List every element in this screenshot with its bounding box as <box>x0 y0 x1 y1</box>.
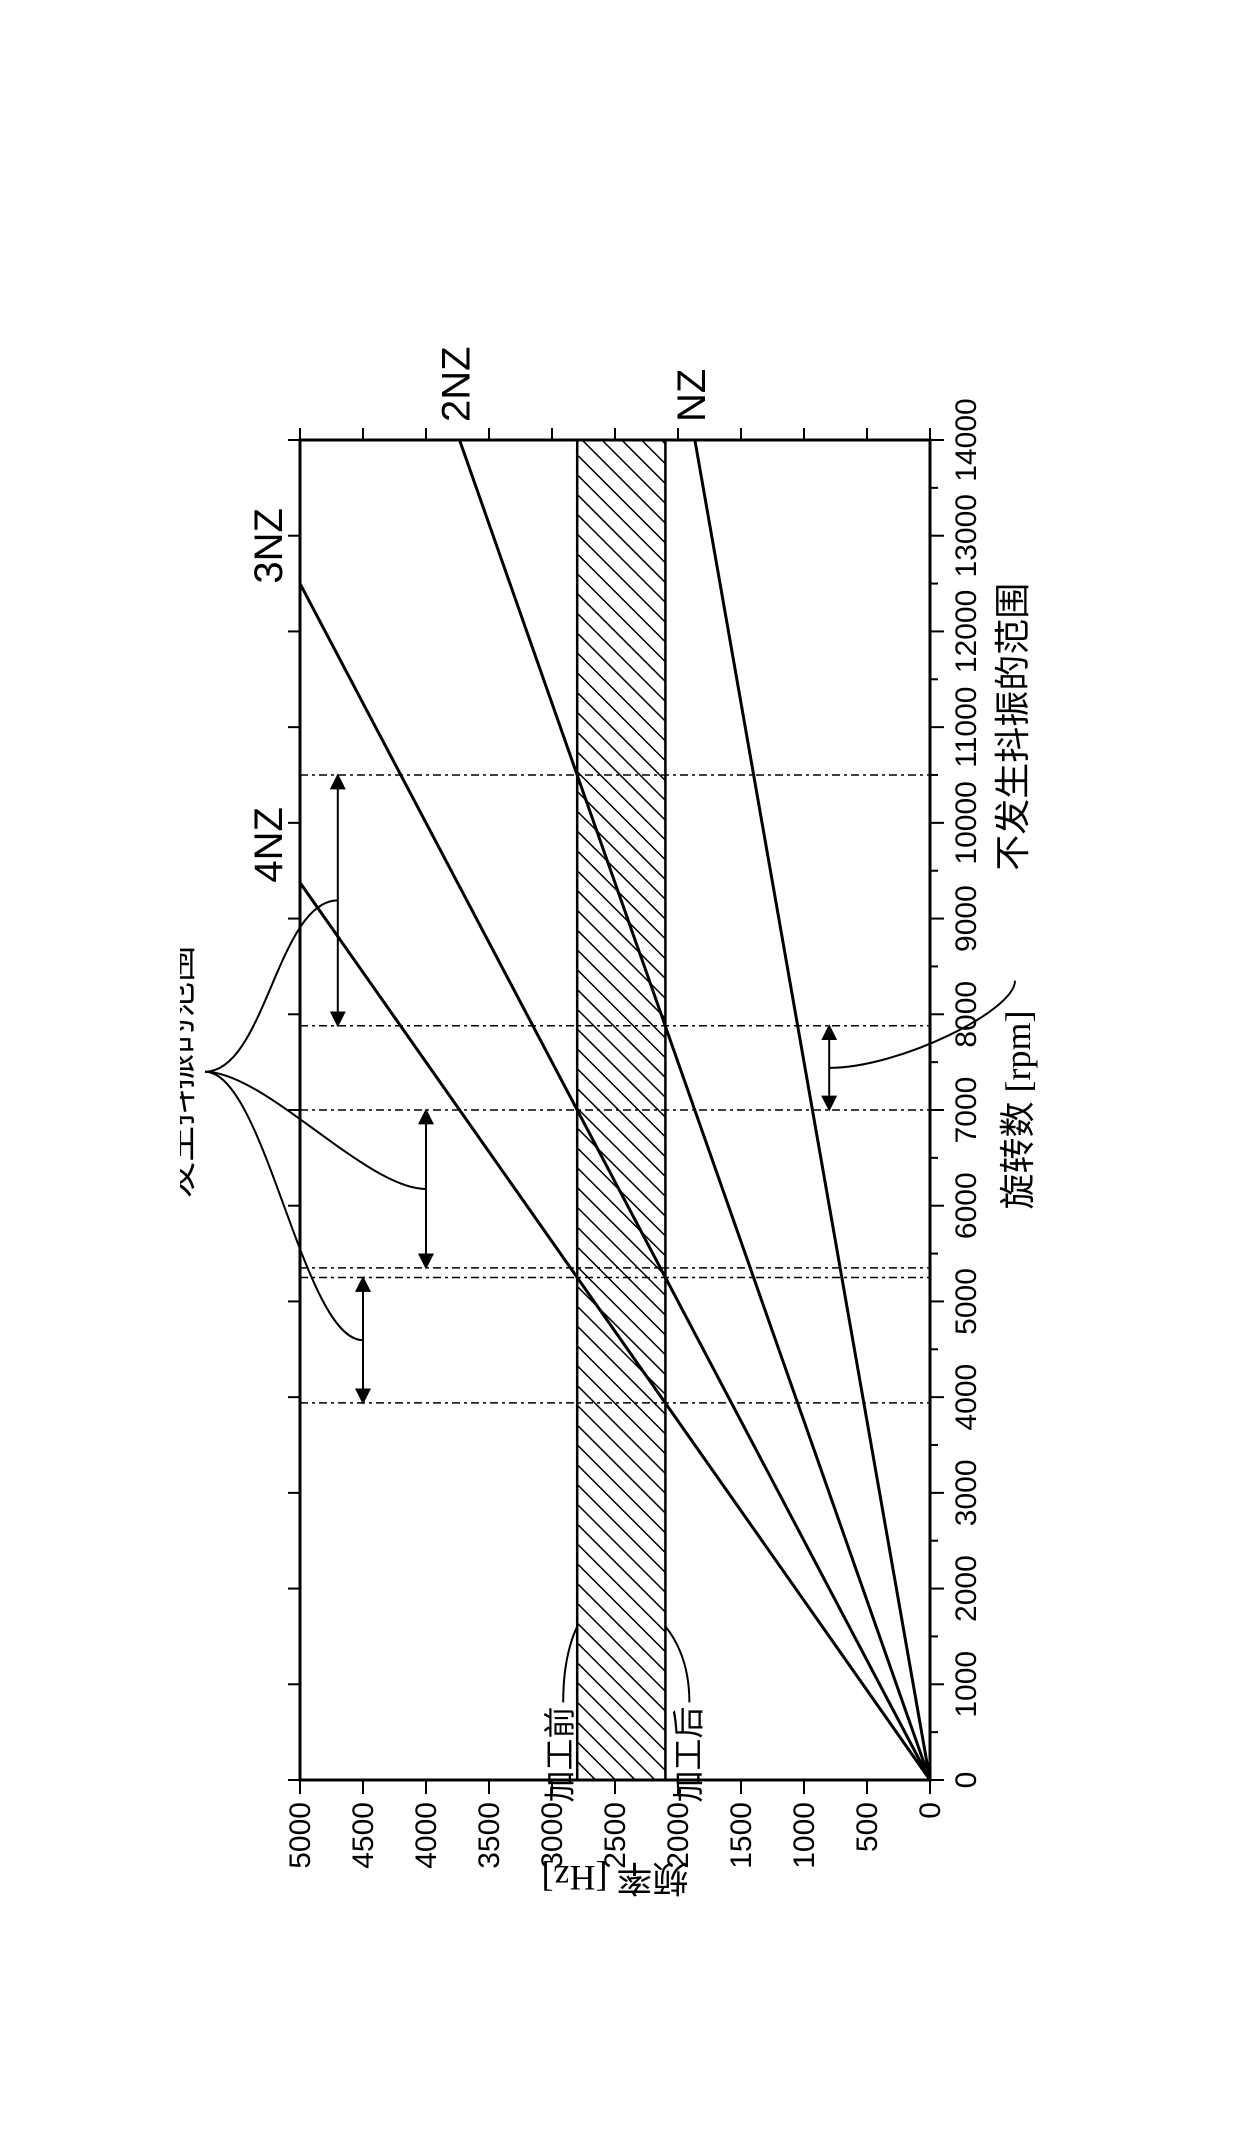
svg-text:3000: 3000 <box>950 1459 983 1526</box>
svg-text:7000: 7000 <box>950 1077 983 1144</box>
chart: 0100020003000400050006000700080009000100… <box>180 280 1040 1900</box>
svg-text:加工前: 加工前 <box>542 1706 578 1802</box>
svg-text:5000: 5000 <box>284 1802 317 1869</box>
svg-text:2000: 2000 <box>950 1555 983 1622</box>
svg-text:12000: 12000 <box>950 590 983 673</box>
svg-text:11000: 11000 <box>950 687 983 768</box>
svg-text:加工后: 加工后 <box>670 1706 706 1802</box>
svg-text:4500: 4500 <box>347 1802 380 1869</box>
svg-text:14000: 14000 <box>950 398 983 481</box>
svg-text:4000: 4000 <box>950 1364 983 1431</box>
svg-text:2NZ: 2NZ <box>435 346 479 422</box>
figure-container: 0100020003000400050006000700080009000100… <box>0 0 1256 2136</box>
svg-text:0: 0 <box>950 1772 983 1789</box>
svg-text:发生抖振的范围: 发生抖振的范围 <box>180 946 199 1198</box>
svg-text:9000: 9000 <box>950 885 983 952</box>
svg-text:3500: 3500 <box>473 1802 506 1869</box>
svg-text:8000: 8000 <box>950 981 983 1048</box>
svg-text:13000: 13000 <box>950 494 983 577</box>
svg-text:不发生抖振的范围: 不发生抖振的范围 <box>993 583 1033 871</box>
svg-text:6000: 6000 <box>950 1172 983 1239</box>
svg-text:10000: 10000 <box>950 781 983 864</box>
svg-text:500: 500 <box>851 1802 884 1852</box>
svg-text:3NZ: 3NZ <box>247 508 291 584</box>
svg-text:频率 [Hz]: 频率 [Hz] <box>542 1858 689 1898</box>
svg-text:4000: 4000 <box>410 1802 443 1869</box>
svg-text:0: 0 <box>914 1802 947 1819</box>
svg-text:4NZ: 4NZ <box>247 807 291 883</box>
svg-text:1500: 1500 <box>725 1802 758 1869</box>
svg-text:旋转数 [rpm]: 旋转数 [rpm] <box>998 1011 1038 1210</box>
svg-text:1000: 1000 <box>950 1651 983 1718</box>
svg-text:1000: 1000 <box>788 1802 821 1869</box>
svg-text:NZ: NZ <box>670 369 714 422</box>
svg-text:5000: 5000 <box>950 1268 983 1335</box>
